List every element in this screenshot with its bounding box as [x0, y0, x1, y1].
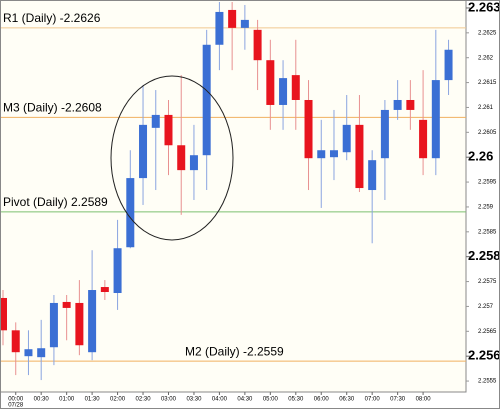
x-tick-label: 05:30	[288, 397, 304, 403]
candle-body	[419, 119, 428, 159]
candle-body	[100, 287, 109, 293]
x-tick-label: 01:00	[59, 397, 75, 403]
candle-body	[151, 114, 160, 128]
x-date-label: 07/28	[8, 403, 24, 409]
level-label: R1 (Daily) -2.2626	[3, 11, 101, 25]
y-minor-tick-label: 2.2595	[478, 180, 497, 186]
y-tick-label: 2.263	[468, 0, 500, 14]
candle-body	[139, 124, 148, 179]
y-minor-tick-label: 2.261	[478, 105, 494, 111]
candle-body	[164, 114, 173, 146]
candle-body	[113, 248, 122, 294]
candle-body	[62, 301, 71, 308]
candle-body	[253, 29, 262, 61]
x-tick-label: 07:30	[390, 397, 406, 403]
x-tick-label: 02:30	[136, 397, 152, 403]
y-minor-tick-label: 2.2555	[478, 379, 497, 385]
x-tick-label: 07:00	[365, 397, 381, 403]
y-tick-label: 2.258	[468, 248, 500, 263]
candle-body	[291, 75, 300, 100]
candle-body	[393, 99, 402, 110]
x-tick-label: 06:00	[314, 397, 330, 403]
y-minor-tick-label: 2.2625	[478, 30, 497, 36]
y-tick-label: 2.26	[468, 149, 493, 164]
candle-body	[329, 150, 338, 158]
level-label: M3 (Daily) -2.2608	[3, 101, 102, 115]
candle-body	[279, 78, 288, 105]
candle-body	[37, 348, 46, 358]
candle-body	[317, 150, 326, 159]
y-tick-label: 2.256	[468, 348, 500, 363]
y-minor-tick-label: 2.2615	[478, 80, 497, 86]
candle-body	[342, 124, 351, 153]
level-label: M2 (Daily) -2.2559	[185, 344, 284, 358]
candle-body	[177, 145, 186, 171]
candle-body	[126, 178, 135, 248]
x-tick-label: 03:00	[161, 397, 177, 403]
candle-body	[368, 160, 377, 191]
candle-body	[0, 297, 7, 331]
y-minor-tick-label: 2.262	[478, 55, 494, 61]
highlight-ellipse	[110, 75, 234, 241]
candle-body	[380, 109, 389, 159]
x-tick-label: 08:00	[416, 397, 432, 403]
candle-body	[11, 330, 20, 353]
x-tick-label: 05:00	[263, 397, 279, 403]
candle-body	[304, 99, 313, 159]
candle-body	[75, 302, 84, 346]
x-tick-label: 03:30	[186, 397, 202, 403]
candle-body	[444, 49, 453, 81]
candle-body	[24, 349, 33, 357]
x-tick-label: 04:30	[237, 397, 253, 403]
y-minor-tick-label: 2.257	[478, 304, 494, 310]
x-tick-label: 02:00	[110, 397, 126, 403]
candle-body	[88, 290, 97, 353]
y-minor-tick-label: 2.2575	[478, 279, 497, 285]
candle-body	[228, 9, 237, 28]
y-minor-tick-label: 2.2565	[478, 329, 497, 335]
x-tick-label: 00:00	[8, 397, 24, 403]
candle-body	[49, 302, 58, 348]
candle-body	[355, 124, 364, 189]
x-tick-label: 04:00	[212, 397, 228, 403]
y-minor-tick-label: 2.2605	[478, 130, 497, 136]
candle-body	[406, 99, 415, 110]
candle-body	[240, 19, 249, 28]
x-tick-label: 01:30	[85, 397, 101, 403]
y-minor-tick-label: 2.259	[478, 205, 494, 211]
candle-body	[431, 80, 440, 159]
candle-body	[189, 155, 198, 171]
x-tick-label: 00:30	[34, 397, 50, 403]
candle-body	[266, 60, 275, 105]
y-minor-tick-label: 2.2585	[478, 229, 497, 235]
x-tick-label: 06:30	[339, 397, 355, 403]
level-label: Pivot (Daily) 2.2589	[3, 195, 108, 209]
candle-body	[215, 11, 224, 45]
candle-body	[202, 44, 211, 156]
